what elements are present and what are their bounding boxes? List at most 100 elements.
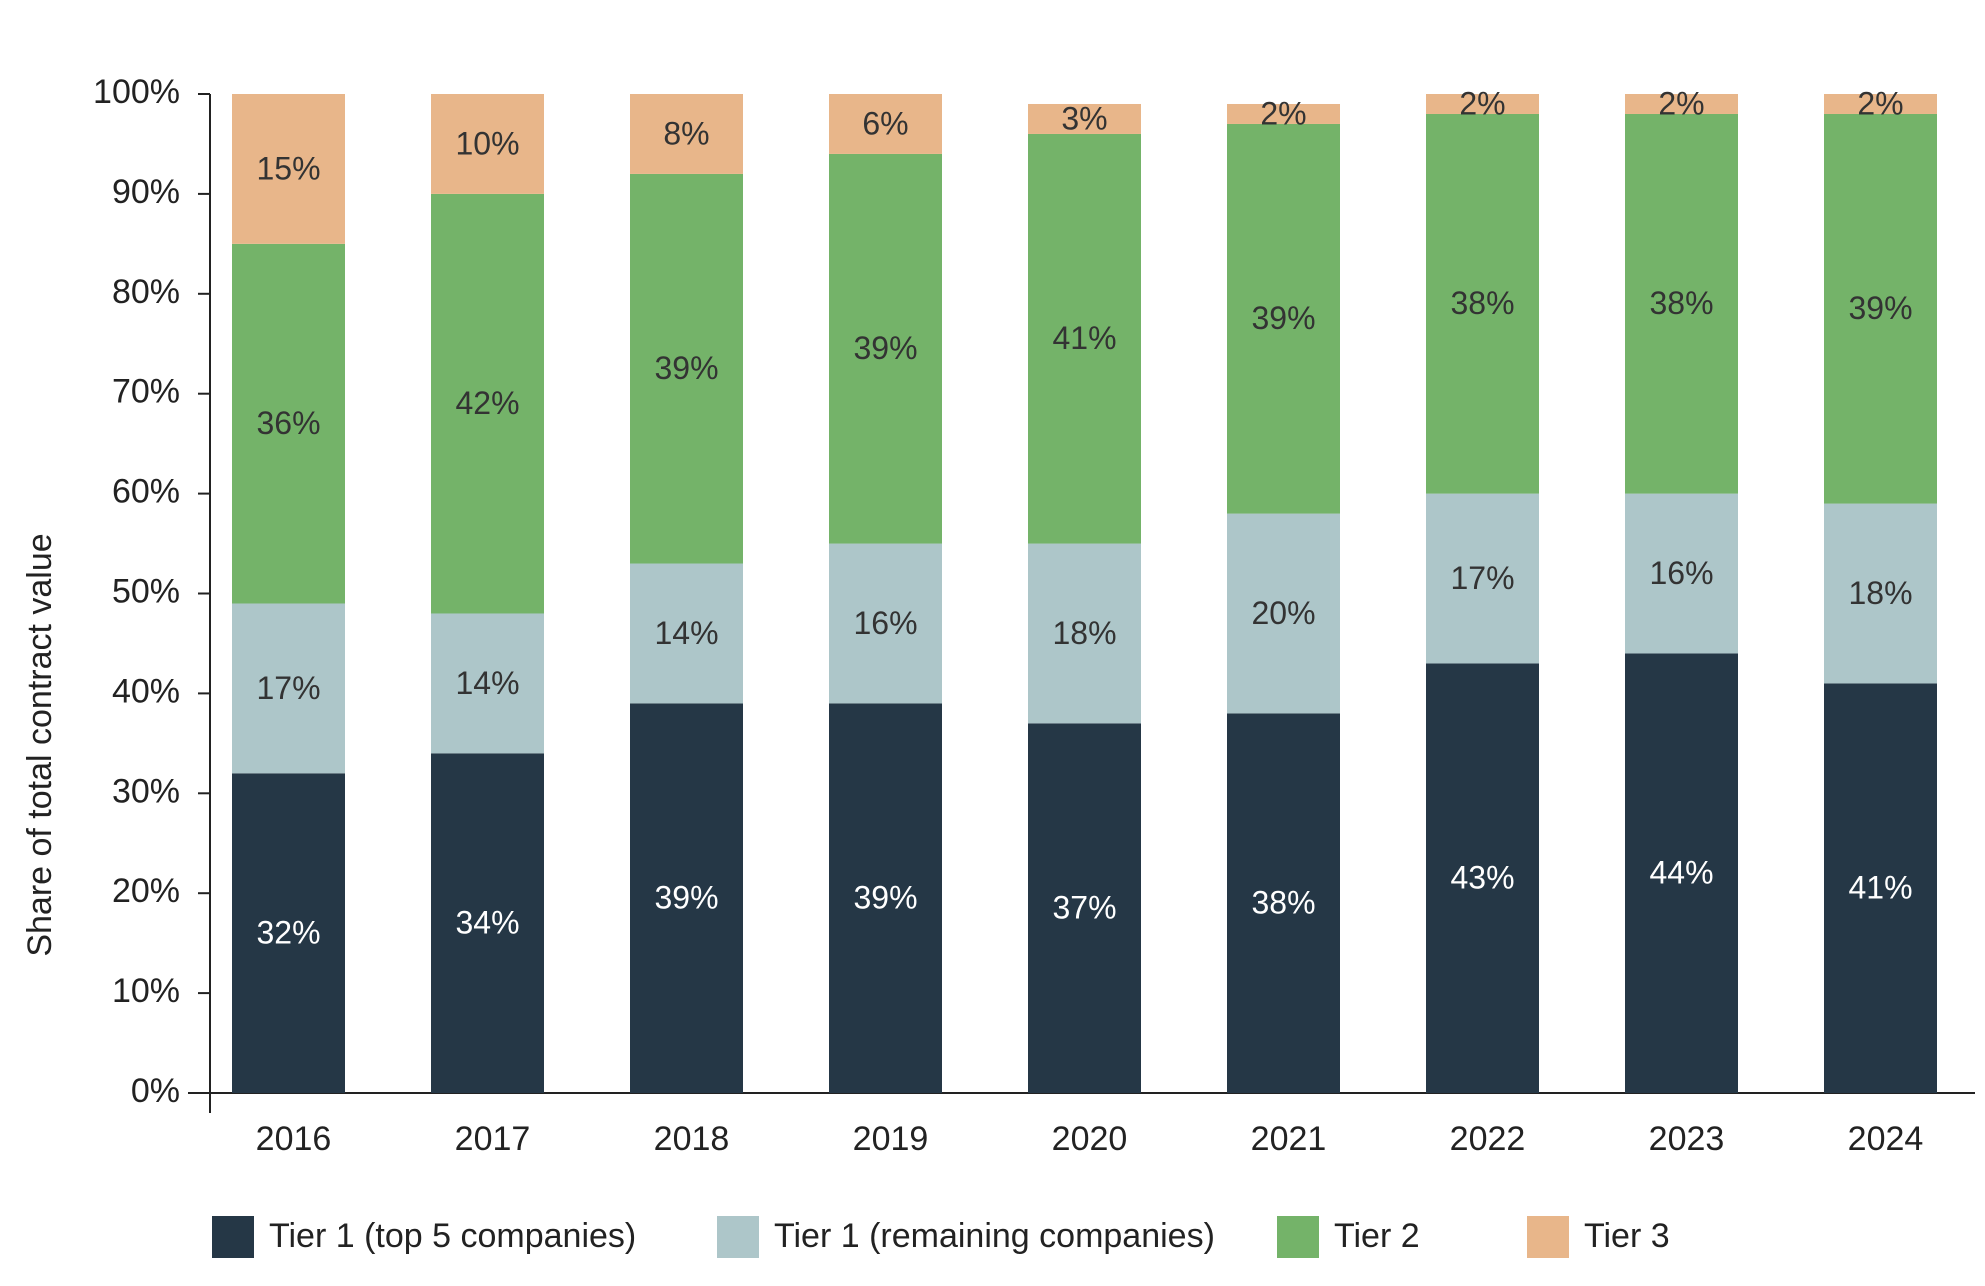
legend-swatch: [717, 1216, 759, 1258]
legend-swatch: [1527, 1216, 1569, 1258]
value-label: 16%: [1649, 555, 1713, 591]
value-label: 14%: [455, 665, 519, 701]
bar-segment: [630, 703, 743, 1093]
value-label: 20%: [1251, 595, 1315, 631]
value-label: 39%: [654, 880, 718, 916]
bar-segment: [1625, 493, 1738, 654]
value-label: 41%: [1848, 870, 1912, 906]
bar-segment: [232, 773, 345, 1093]
bar-segment: [1824, 683, 1937, 1093]
value-label: 39%: [1251, 300, 1315, 336]
x-tick-label: 2016: [256, 1120, 332, 1158]
bar-segment: [1824, 503, 1937, 684]
value-label: 17%: [256, 670, 320, 706]
bar-segment: [431, 613, 544, 754]
bar-segment: [1426, 493, 1539, 664]
value-label: 36%: [256, 405, 320, 441]
bar-segment: [1625, 653, 1738, 1093]
bar-segment: [829, 153, 942, 544]
bar-segment: [1227, 713, 1340, 1093]
value-label: 43%: [1450, 860, 1514, 896]
legend-swatch: [212, 1216, 254, 1258]
bar-segment: [232, 603, 345, 774]
legend-label: Tier 1 (remaining companies): [774, 1217, 1215, 1255]
bar-segment: [1426, 663, 1539, 1093]
value-label: 39%: [1848, 290, 1912, 326]
value-label: 39%: [853, 880, 917, 916]
y-tick-label: 100%: [93, 73, 180, 111]
bar-segment: [431, 193, 544, 614]
value-label: 6%: [862, 105, 908, 141]
bar-segment: [1028, 133, 1141, 544]
bar-segment: [1625, 113, 1738, 494]
bar-segment: [630, 94, 743, 174]
legend-swatch: [1277, 1216, 1319, 1258]
value-label: 14%: [654, 615, 718, 651]
x-tick-label: 2020: [1052, 1120, 1128, 1158]
x-tick-label: 2019: [853, 1120, 929, 1158]
bar-segment: [1028, 723, 1141, 1093]
value-label: 39%: [853, 330, 917, 366]
legend-label: Tier 2: [1334, 1217, 1420, 1255]
bar-segment: [232, 94, 345, 244]
bar-segment: [232, 243, 345, 604]
bar-segment: [1625, 94, 1738, 114]
y-tick-label: 30%: [112, 772, 180, 810]
y-tick-label: 60%: [112, 473, 180, 511]
value-label: 2%: [1260, 95, 1306, 131]
x-tick-label: 2018: [654, 1120, 730, 1158]
value-label: 16%: [853, 605, 917, 641]
y-axis-title: Share of total contract value: [21, 533, 59, 956]
bar-segment: [1824, 113, 1937, 504]
value-label: 18%: [1052, 615, 1116, 651]
bar-segment: [1028, 543, 1141, 724]
value-label: 38%: [1649, 285, 1713, 321]
bar-segment: [1227, 513, 1340, 714]
value-label: 42%: [455, 385, 519, 421]
legend-label: Tier 1 (top 5 companies): [269, 1217, 636, 1255]
y-tick-label: 90%: [112, 173, 180, 211]
bar-segment: [829, 543, 942, 704]
x-tick-label: 2021: [1251, 1120, 1327, 1158]
value-label: 18%: [1848, 575, 1912, 611]
y-tick-label: 70%: [112, 373, 180, 411]
value-label: 37%: [1052, 890, 1116, 926]
bar-segment: [630, 173, 743, 564]
bar-segment: [1426, 94, 1539, 114]
value-label: 10%: [455, 125, 519, 161]
y-tick-label: 0%: [131, 1072, 180, 1110]
y-tick-label: 40%: [112, 672, 180, 710]
y-tick-label: 50%: [112, 572, 180, 610]
bar-segment: [431, 753, 544, 1093]
bar-segment: [431, 94, 544, 194]
y-tick-label: 80%: [112, 273, 180, 311]
value-label: 38%: [1450, 285, 1514, 321]
value-label: 17%: [1450, 560, 1514, 596]
value-label: 34%: [455, 905, 519, 941]
bar-segment: [630, 563, 743, 704]
value-label: 44%: [1649, 855, 1713, 891]
x-tick-label: 2023: [1649, 1120, 1725, 1158]
x-tick-label: 2022: [1450, 1120, 1526, 1158]
y-tick-label: 10%: [112, 972, 180, 1010]
bar-segment: [1426, 113, 1539, 494]
value-label: 38%: [1251, 885, 1315, 921]
value-label: 3%: [1061, 100, 1107, 136]
bar-segment: [829, 94, 942, 154]
bar-segment: [829, 703, 942, 1093]
value-label: 8%: [663, 115, 709, 151]
x-tick-label: 2024: [1848, 1120, 1924, 1158]
value-label: 2%: [1857, 85, 1903, 121]
value-label: 2%: [1658, 85, 1704, 121]
value-label: 32%: [256, 915, 320, 951]
bar-segment: [1227, 123, 1340, 514]
y-tick-label: 20%: [112, 872, 180, 910]
bar-segment: [1227, 103, 1340, 124]
bar-segment: [1824, 94, 1937, 114]
x-tick-label: 2017: [455, 1120, 531, 1158]
legend-label: Tier 3: [1584, 1217, 1670, 1255]
value-label: 39%: [654, 350, 718, 386]
bar-segment: [1028, 103, 1141, 134]
value-label: 2%: [1459, 85, 1505, 121]
